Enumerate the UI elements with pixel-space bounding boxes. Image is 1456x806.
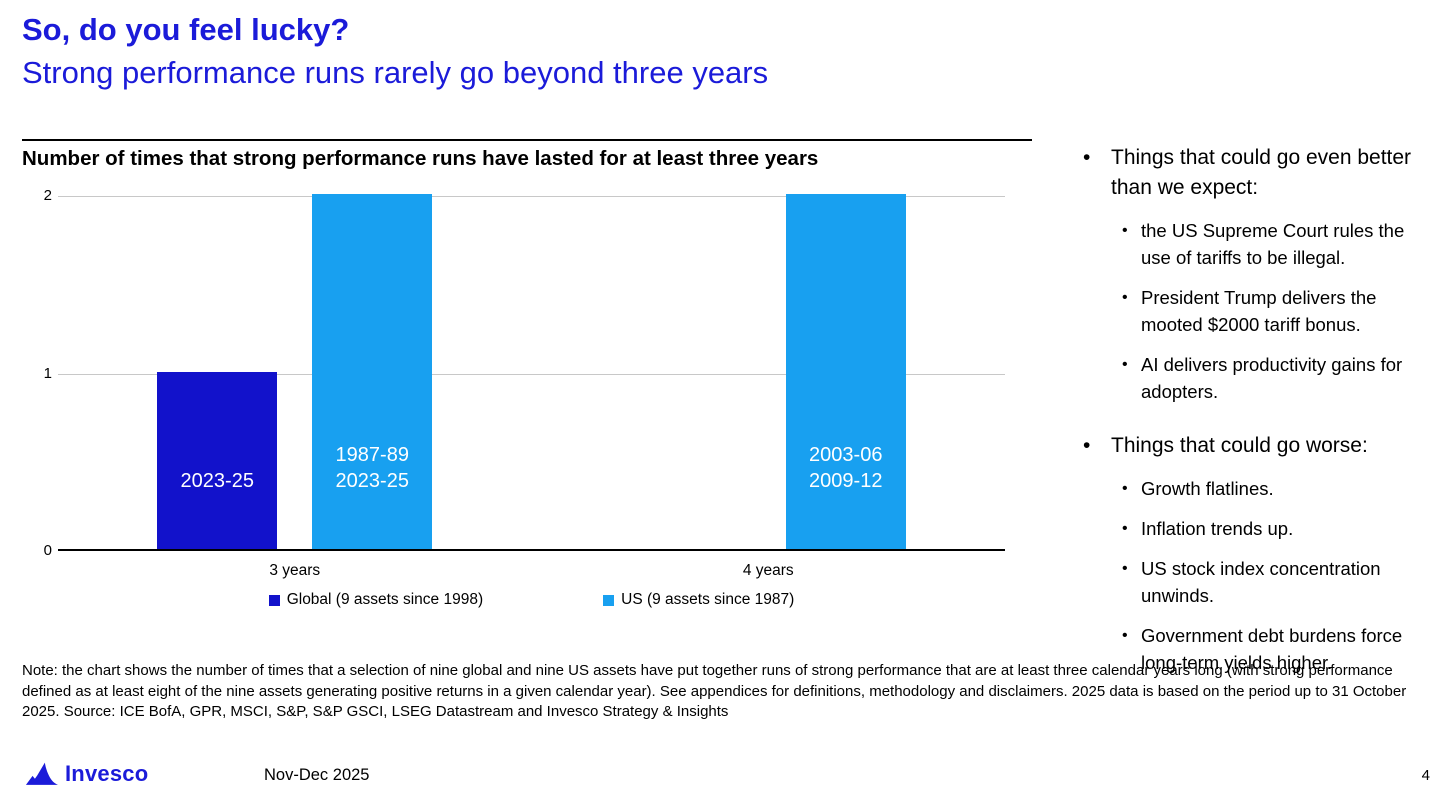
list-item: • Growth flatlines. xyxy=(1122,475,1419,502)
bullet-icon: • xyxy=(1083,146,1091,169)
chart-title: Number of times that strong performance … xyxy=(22,147,819,170)
bar-us-3-years: 1987-89 2023-25 xyxy=(312,194,433,549)
legend-item: US (9 assets since 1987) xyxy=(603,591,794,609)
list-item: • Inflation trends up. xyxy=(1122,515,1419,542)
bar-period-label: 2003-06 2009-12 xyxy=(809,444,883,492)
y-gridline xyxy=(58,373,1005,375)
bullet-icon: • xyxy=(1122,289,1128,306)
legend-swatch-icon xyxy=(603,594,615,606)
list-item-text: Growth flatlines. xyxy=(1141,478,1274,499)
bar-us-4-years: 2003-06 2009-12 xyxy=(785,194,906,549)
list-item-text: President Trump delivers the mooted $200… xyxy=(1141,287,1377,335)
brand-name: Invesco xyxy=(65,760,149,786)
bullet-icon: • xyxy=(1122,560,1128,577)
list-item-text: Government debt burdens force long-term … xyxy=(1141,625,1403,673)
bullet-icon: • xyxy=(1122,356,1128,373)
chart-legend: Global (9 assets since 1998) US (9 assets… xyxy=(58,591,1005,609)
right-panel: • Things that could go even better than … xyxy=(1083,143,1419,689)
x-axis-tick-label: 4 years xyxy=(742,562,794,579)
bullet-icon: • xyxy=(1122,520,1128,537)
list-item-text: AI delivers productivity gains for adopt… xyxy=(1141,354,1403,402)
bar-period-label: 2023-25 xyxy=(180,470,254,492)
list-item: • President Trump delivers the mooted $2… xyxy=(1122,284,1419,338)
bullet-group-worse: • Things that could go worse: • Growth f… xyxy=(1083,431,1419,676)
group-title-text: Things that could go worse: xyxy=(1111,434,1368,457)
list-item-text: the US Supreme Court rules the use of ta… xyxy=(1141,220,1405,268)
bullet-icon: • xyxy=(1083,434,1091,457)
page-number: 4 xyxy=(1421,767,1430,784)
chart-top-rule xyxy=(22,139,1032,141)
y-axis-tick-label: 0 xyxy=(43,542,52,559)
list-item: • Government debt burdens force long-ter… xyxy=(1122,622,1419,676)
x-axis-tick-label: 3 years xyxy=(269,562,321,579)
legend-swatch-icon xyxy=(268,594,280,606)
slide-title: So, do you feel lucky? xyxy=(22,12,350,47)
list-item: • the US Supreme Court rules the use of … xyxy=(1122,217,1419,271)
bar-global-3-years: 2023-25 xyxy=(157,371,278,549)
list-item: • US stock index concentration unwinds. xyxy=(1122,555,1419,609)
bullet-icon: • xyxy=(1122,627,1128,644)
bullet-group-better: • Things that could go even better than … xyxy=(1083,143,1419,405)
chart-plot-area: 0 1 2 2023-25 1987-89 2023-25 2003-06 2009-12 3 … xyxy=(44,187,1005,579)
footer-date: Nov-Dec 2025 xyxy=(264,766,370,784)
y-axis-tick-label: 1 xyxy=(43,364,52,382)
bullet-icon: • xyxy=(1122,480,1128,497)
list-item-text: Inflation trends up. xyxy=(1141,518,1294,539)
y-axis-tick-label: 2 xyxy=(43,187,52,204)
slide-subtitle: Strong performance runs rarely go beyond… xyxy=(22,55,769,90)
mountain-icon xyxy=(25,760,59,787)
invesco-logo: Invesco xyxy=(25,760,148,787)
footnote: Note: the chart shows the number of time… xyxy=(22,662,1407,720)
list-item: • AI delivers productivity gains for ado… xyxy=(1122,351,1419,405)
bullet-icon: • xyxy=(1122,222,1128,239)
group-title: • Things that could go even better than … xyxy=(1083,143,1419,203)
legend-label: Global (9 assets since 1998) xyxy=(286,591,484,608)
list-item-text: US stock index concentration unwinds. xyxy=(1141,558,1381,606)
bar-period-label: 1987-89 2023-25 xyxy=(335,444,409,492)
legend-item: Global (9 assets since 1998) xyxy=(268,591,484,609)
group-title: • Things that could go worse: xyxy=(1083,431,1419,461)
y-gridline xyxy=(58,196,1005,197)
legend-label: US (9 assets since 1987) xyxy=(621,591,795,608)
group-title-text: Things that could go even better than we… xyxy=(1111,146,1412,199)
